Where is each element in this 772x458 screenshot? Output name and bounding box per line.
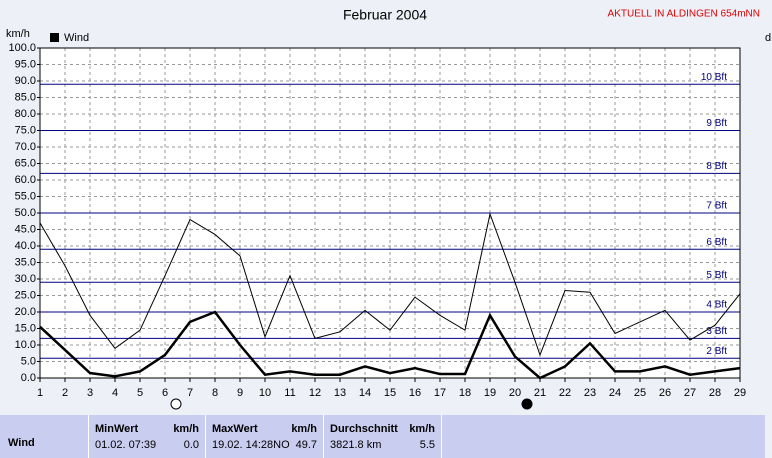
x-tick-label: 24 — [609, 387, 621, 399]
stats-date: 01.02. 07:39 — [95, 439, 157, 451]
y-axis-label: km/h — [6, 28, 30, 40]
moon-full — [170, 398, 182, 410]
y-tick-label: 75.0 — [15, 124, 36, 136]
stats-cell: MinWert km/h 01.02. 07:39 0.0 — [88, 415, 205, 458]
stats-row-label-cell: Wind — [0, 415, 88, 458]
x-tick-label: 17 — [434, 387, 446, 399]
x-tick-label: 6 — [162, 387, 168, 399]
y-tick-label: 80.0 — [15, 108, 36, 120]
beaufort-label: 4 Bft — [706, 300, 727, 311]
y-tick-label: 60.0 — [15, 174, 36, 186]
x-tick-label: 2 — [62, 387, 68, 399]
x-tick-label: 18 — [459, 387, 471, 399]
x-tick-label: 14 — [359, 387, 371, 399]
x-tick-label: 16 — [409, 387, 421, 399]
stats-cell: MaxWert km/h 19.02. 14:28NO 49.7 — [205, 415, 323, 458]
stats-filler — [441, 415, 765, 458]
x-tick-label: 26 — [659, 387, 671, 399]
y-tick-label: 30.0 — [15, 273, 36, 285]
stats-value: 49.7 — [295, 439, 317, 451]
y-tick-label: 50.0 — [15, 207, 36, 219]
stats-value: 5.5 — [419, 439, 435, 451]
beaufort-label: 9 Bft — [706, 118, 727, 129]
y-tick-label: 25.0 — [15, 289, 36, 301]
legend-swatch — [50, 33, 59, 42]
beaufort-label: 6 Bft — [706, 237, 727, 248]
stats-row-label: Wind — [8, 437, 35, 449]
right-label: d — [765, 32, 771, 44]
stats-unit: km/h — [409, 423, 435, 435]
moon-new — [521, 398, 533, 410]
y-tick-label: 90.0 — [15, 75, 36, 87]
stats-date: 19.02. 14:28NO — [212, 439, 290, 451]
chart-title: Februar 2004 — [343, 7, 427, 23]
stats-value: 0.0 — [183, 439, 199, 451]
x-tick-label: 11 — [284, 387, 295, 399]
stats-title: MinWert — [95, 423, 139, 435]
x-tick-label: 9 — [237, 387, 243, 399]
stats-title: Durchschnitt — [330, 423, 398, 435]
y-tick-label: 0.0 — [21, 372, 36, 384]
y-tick-label: 70.0 — [15, 141, 36, 153]
stats-unit: km/h — [291, 423, 317, 435]
y-tick-label: 100.0 — [8, 42, 36, 54]
legend-label: Wind — [64, 32, 89, 44]
x-tick-label: 7 — [187, 387, 193, 399]
x-tick-label: 19 — [484, 387, 496, 399]
series-line — [39, 310, 741, 380]
plot-frame — [39, 47, 741, 379]
x-tick-label: 3 — [87, 387, 93, 399]
y-tick-label: 65.0 — [15, 157, 36, 169]
y-tick-label: 20.0 — [15, 306, 36, 318]
y-tick-label: 40.0 — [15, 240, 36, 252]
y-tick-label: 35.0 — [15, 256, 36, 268]
y-tick-label: 95.0 — [15, 58, 36, 70]
x-tick-label: 4 — [112, 387, 118, 399]
beaufort-label: 8 Bft — [706, 161, 727, 172]
x-tick-label: 12 — [309, 387, 321, 399]
y-tick-label: 45.0 — [15, 223, 36, 235]
y-tick-label: 10.0 — [15, 339, 36, 351]
x-tick-label: 10 — [259, 387, 271, 399]
x-tick-label: 8 — [212, 387, 218, 399]
x-tick-label: 1 — [37, 387, 43, 399]
x-tick-label: 5 — [137, 387, 143, 399]
x-tick-label: 22 — [559, 387, 571, 399]
beaufort-label: 7 Bft — [706, 201, 727, 212]
stats-date: 3821.8 km — [330, 439, 382, 451]
beaufort-label: 10 Bft — [701, 72, 727, 83]
beaufort-label: 3 Bft — [706, 326, 727, 337]
beaufort-label: 5 Bft — [706, 270, 727, 281]
x-tick-label: 27 — [684, 387, 696, 399]
x-tick-label: 20 — [509, 387, 521, 399]
x-tick-label: 13 — [334, 387, 346, 399]
x-tick-label: 15 — [384, 387, 396, 399]
stats-unit: km/h — [173, 423, 199, 435]
subtitle: AKTUELL IN ALDINGEN 654mNN — [608, 9, 760, 20]
x-tick-label: 29 — [734, 387, 746, 399]
x-tick-label: 23 — [584, 387, 596, 399]
x-tick-label: 28 — [709, 387, 721, 399]
y-tick-label: 55.0 — [15, 190, 36, 202]
y-tick-label: 85.0 — [15, 91, 36, 103]
y-tick-label: 5.0 — [21, 355, 36, 367]
chart: Februar 2004 AKTUELL IN ALDINGEN 654mNN … — [6, 7, 771, 410]
stats-cell: Durchschnitt km/h 3821.8 km 5.5 — [323, 415, 441, 458]
stats-title: MaxWert — [212, 423, 258, 435]
y-tick-label: 15.0 — [15, 322, 36, 334]
x-tick-label: 25 — [634, 387, 646, 399]
x-tick-label: 21 — [534, 387, 546, 399]
series-line — [39, 212, 741, 357]
beaufort-label: 2 Bft — [706, 346, 727, 357]
